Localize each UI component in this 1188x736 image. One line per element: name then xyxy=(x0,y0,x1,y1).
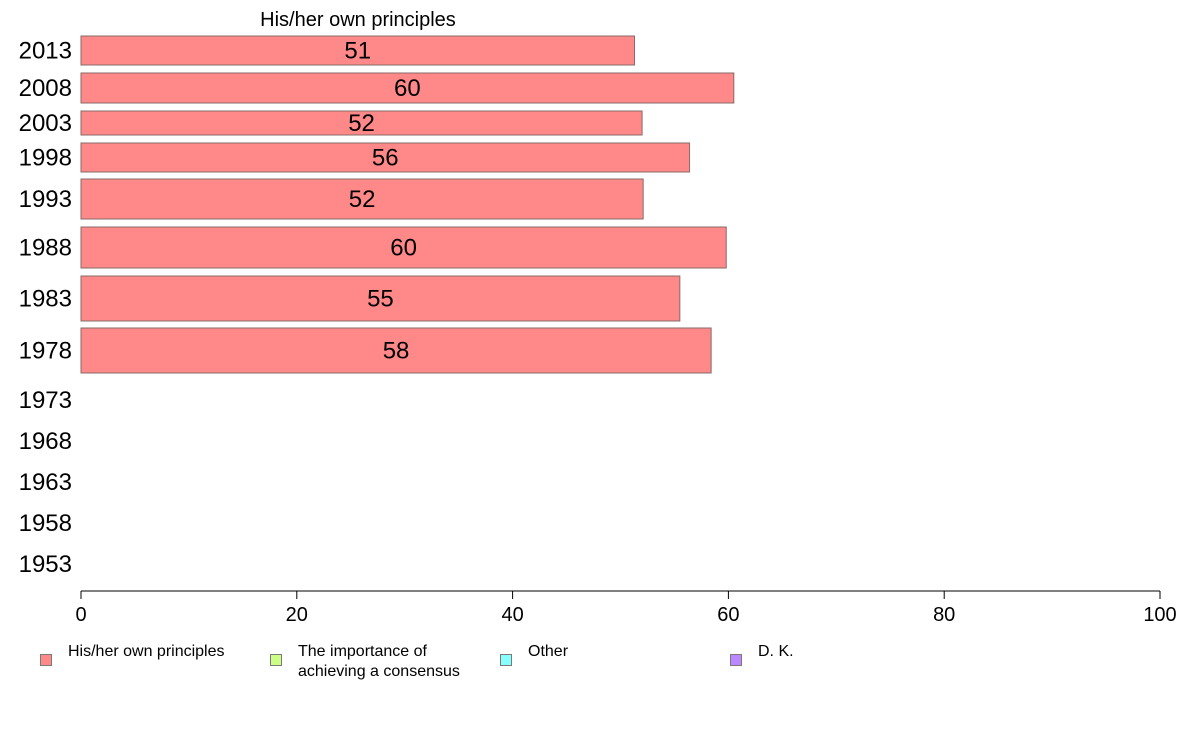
legend-swatch xyxy=(730,654,742,666)
y-tick-label: 1958 xyxy=(19,510,72,537)
y-tick-label: 2003 xyxy=(19,110,72,137)
bar xyxy=(80,35,636,66)
legend-label: Other xyxy=(528,643,569,660)
bar-value-label: 56 xyxy=(372,145,399,172)
y-tick-label: 1963 xyxy=(19,469,72,496)
bar-value-label: 60 xyxy=(390,235,417,262)
legend-item-dk: D. K. xyxy=(730,640,794,666)
legend-label: D. K. xyxy=(758,643,794,660)
y-tick-label: 1993 xyxy=(19,186,72,213)
bar xyxy=(80,72,735,104)
x-tick-label: 40 xyxy=(501,604,523,626)
y-tick-label: 1998 xyxy=(19,145,72,172)
y-tick-label: 1978 xyxy=(19,338,72,365)
y-tick-label: 1953 xyxy=(19,551,72,578)
legend-swatch xyxy=(270,654,282,666)
legend: His/her own principles The importance of… xyxy=(0,640,1188,690)
bar xyxy=(80,178,644,220)
bar xyxy=(80,275,681,322)
legend-label: His/her own principles xyxy=(68,643,225,660)
legend-label: The importance of achieving a consensus xyxy=(298,643,460,680)
y-tick-label: 1973 xyxy=(19,387,72,414)
x-tick-label: 20 xyxy=(286,604,308,626)
legend-item-consensus: The importance of achieving a consensus xyxy=(270,640,460,682)
y-tick-label: 1983 xyxy=(19,286,72,313)
y-tick-label: 2008 xyxy=(19,75,72,102)
legend-swatch xyxy=(500,654,512,666)
bar xyxy=(80,142,691,173)
y-tick-label: 1988 xyxy=(19,235,72,262)
x-tick-label: 80 xyxy=(933,604,955,626)
legend-item-other: Other xyxy=(500,640,568,666)
bar-value-label: 58 xyxy=(383,338,410,365)
legend-item-own-principles: His/her own principles xyxy=(40,640,225,666)
x-tick-label: 100 xyxy=(1143,604,1176,626)
bar-value-label: 52 xyxy=(349,186,376,213)
bar xyxy=(80,327,712,374)
y-tick-label: 2013 xyxy=(19,38,72,65)
bar-value-label: 52 xyxy=(348,110,375,137)
bar-chart: His/her own principles 5160525652605558 … xyxy=(19,9,1177,626)
bar xyxy=(80,226,727,269)
bar-value-label: 55 xyxy=(367,286,394,313)
chart-title: His/her own principles xyxy=(260,9,456,31)
bar-value-label: 51 xyxy=(344,38,371,65)
y-tick-label: 1968 xyxy=(19,428,72,455)
bar xyxy=(80,110,643,136)
bar-value-label: 60 xyxy=(394,75,421,102)
x-tick-label: 60 xyxy=(717,604,739,626)
x-tick-label: 0 xyxy=(75,604,86,626)
legend-swatch xyxy=(40,654,52,666)
